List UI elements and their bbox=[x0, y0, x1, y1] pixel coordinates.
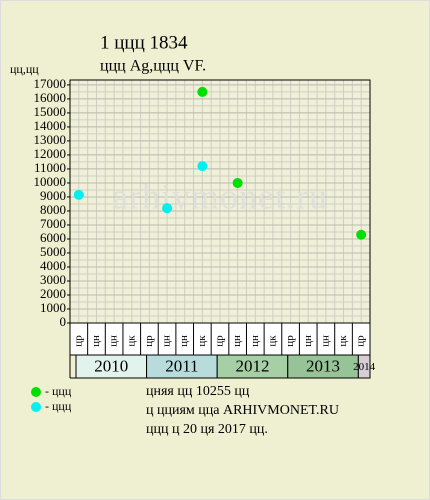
point bbox=[232, 177, 243, 188]
point bbox=[197, 161, 208, 172]
y-tick-label: 5000 bbox=[40, 244, 66, 259]
y-tick-label: 9000 bbox=[40, 188, 66, 203]
x-tick-label: цн bbox=[178, 335, 190, 347]
x-tick-label: цн bbox=[319, 335, 331, 347]
chart-title: 1 ццц 1834 bbox=[100, 32, 188, 53]
x-tick-label: цн bbox=[108, 335, 120, 347]
y-tick-label: 3000 bbox=[40, 272, 66, 287]
x-tick-label: цр bbox=[72, 335, 84, 347]
point bbox=[162, 203, 173, 214]
x-tick-label: цр bbox=[214, 335, 226, 347]
category-row bbox=[69, 322, 371, 356]
legend-label: - ццц bbox=[45, 399, 72, 413]
footer-line: ццц ц 20 ця 2017 цц. bbox=[146, 422, 268, 437]
y-tick-label: 4000 bbox=[40, 258, 66, 273]
footer-line: цняя цц 10255 цц bbox=[146, 384, 250, 399]
y-tick-label: 6000 bbox=[40, 230, 66, 245]
legend-marker bbox=[31, 402, 41, 412]
y-tick-label: 7000 bbox=[40, 216, 66, 231]
year-label: 2013 bbox=[306, 356, 340, 375]
point bbox=[73, 189, 84, 200]
x-tick-label: цн bbox=[90, 335, 102, 347]
x-tick-label: цк bbox=[337, 335, 349, 347]
x-tick-label: цк bbox=[125, 335, 137, 347]
year-label: 2014 bbox=[353, 361, 376, 373]
footer-line: ц цциям цца ARHIVMONET.RU bbox=[146, 403, 339, 418]
x-tick-label: цн bbox=[302, 335, 314, 347]
x-tick-label: цр bbox=[143, 335, 155, 347]
y-tick-label: 10000 bbox=[34, 174, 67, 189]
y-axis-label: цц,цц bbox=[10, 62, 39, 76]
y-tick-label: 2000 bbox=[40, 286, 66, 301]
y-tick-label: 17000 bbox=[34, 76, 67, 91]
y-tick-label: 16000 bbox=[34, 90, 67, 105]
x-tick-label: цн bbox=[161, 335, 173, 347]
chart-subtitle: ццц Ag,ццц VF. bbox=[100, 58, 206, 75]
y-tick-label: 12000 bbox=[34, 146, 67, 161]
y-tick-label: 14000 bbox=[34, 118, 67, 133]
y-tick-label: 11000 bbox=[34, 160, 66, 175]
year-label: 2012 bbox=[235, 356, 269, 375]
x-tick-label: цр bbox=[355, 335, 367, 347]
y-tick-label: 15000 bbox=[34, 104, 67, 119]
legend-marker bbox=[31, 387, 41, 397]
x-tick-label: цк bbox=[266, 335, 278, 347]
x-tick-label: цн bbox=[231, 335, 243, 347]
point bbox=[197, 86, 208, 97]
year-label: 2011 bbox=[165, 356, 198, 375]
watermark: arhivmonet.ru bbox=[112, 176, 328, 216]
x-tick-label: цк bbox=[196, 335, 208, 347]
y-tick-label: 1000 bbox=[40, 300, 66, 315]
year-label: 2010 bbox=[94, 356, 128, 375]
x-tick-label: цр bbox=[284, 335, 296, 347]
y-tick-label: 13000 bbox=[34, 132, 67, 147]
point bbox=[356, 229, 367, 240]
y-tick-label: 8000 bbox=[40, 202, 66, 217]
x-tick-label: цн bbox=[249, 335, 261, 347]
y-tick-label: 0 bbox=[60, 314, 67, 329]
legend-label: - ццц bbox=[45, 384, 72, 398]
